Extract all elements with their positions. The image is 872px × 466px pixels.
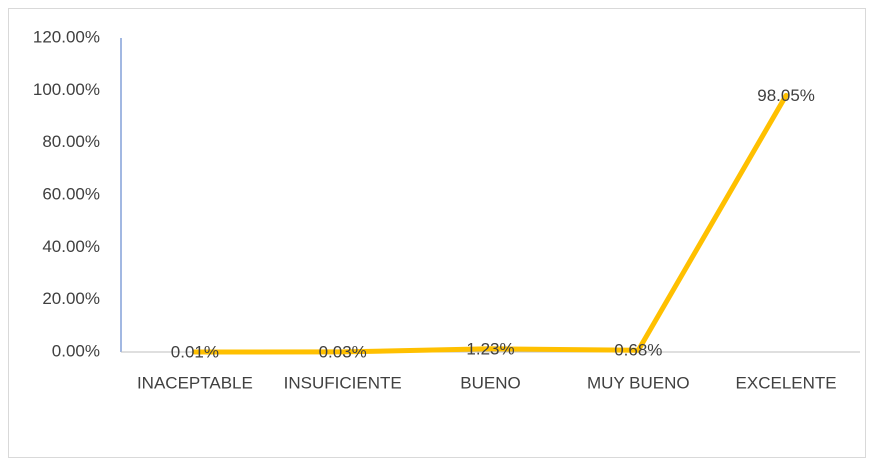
x-tick-label: INSUFICIENTE	[284, 373, 402, 392]
y-tick-label: 100.00%	[33, 80, 100, 99]
x-tick-label: INACEPTABLE	[137, 373, 253, 392]
x-tick-label: EXCELENTE	[736, 373, 837, 392]
data-label: 1.23%	[466, 339, 514, 358]
x-tick-label: MUY BUENO	[587, 373, 690, 392]
y-tick-label: 80.00%	[42, 132, 100, 151]
y-tick-label: 40.00%	[42, 237, 100, 256]
data-label: 98.05%	[757, 86, 815, 105]
y-tick-label: 120.00%	[33, 27, 100, 46]
y-tick-label: 0.00%	[52, 341, 100, 360]
data-line	[192, 92, 789, 355]
x-tick-label: BUENO	[460, 373, 520, 392]
chart-frame	[8, 8, 866, 458]
data-label: 0.01%	[171, 342, 219, 361]
data-label: 0.68%	[614, 341, 662, 360]
y-tick-label: 20.00%	[42, 289, 100, 308]
data-label: 0.03%	[319, 342, 367, 361]
y-tick-label: 60.00%	[42, 184, 100, 203]
